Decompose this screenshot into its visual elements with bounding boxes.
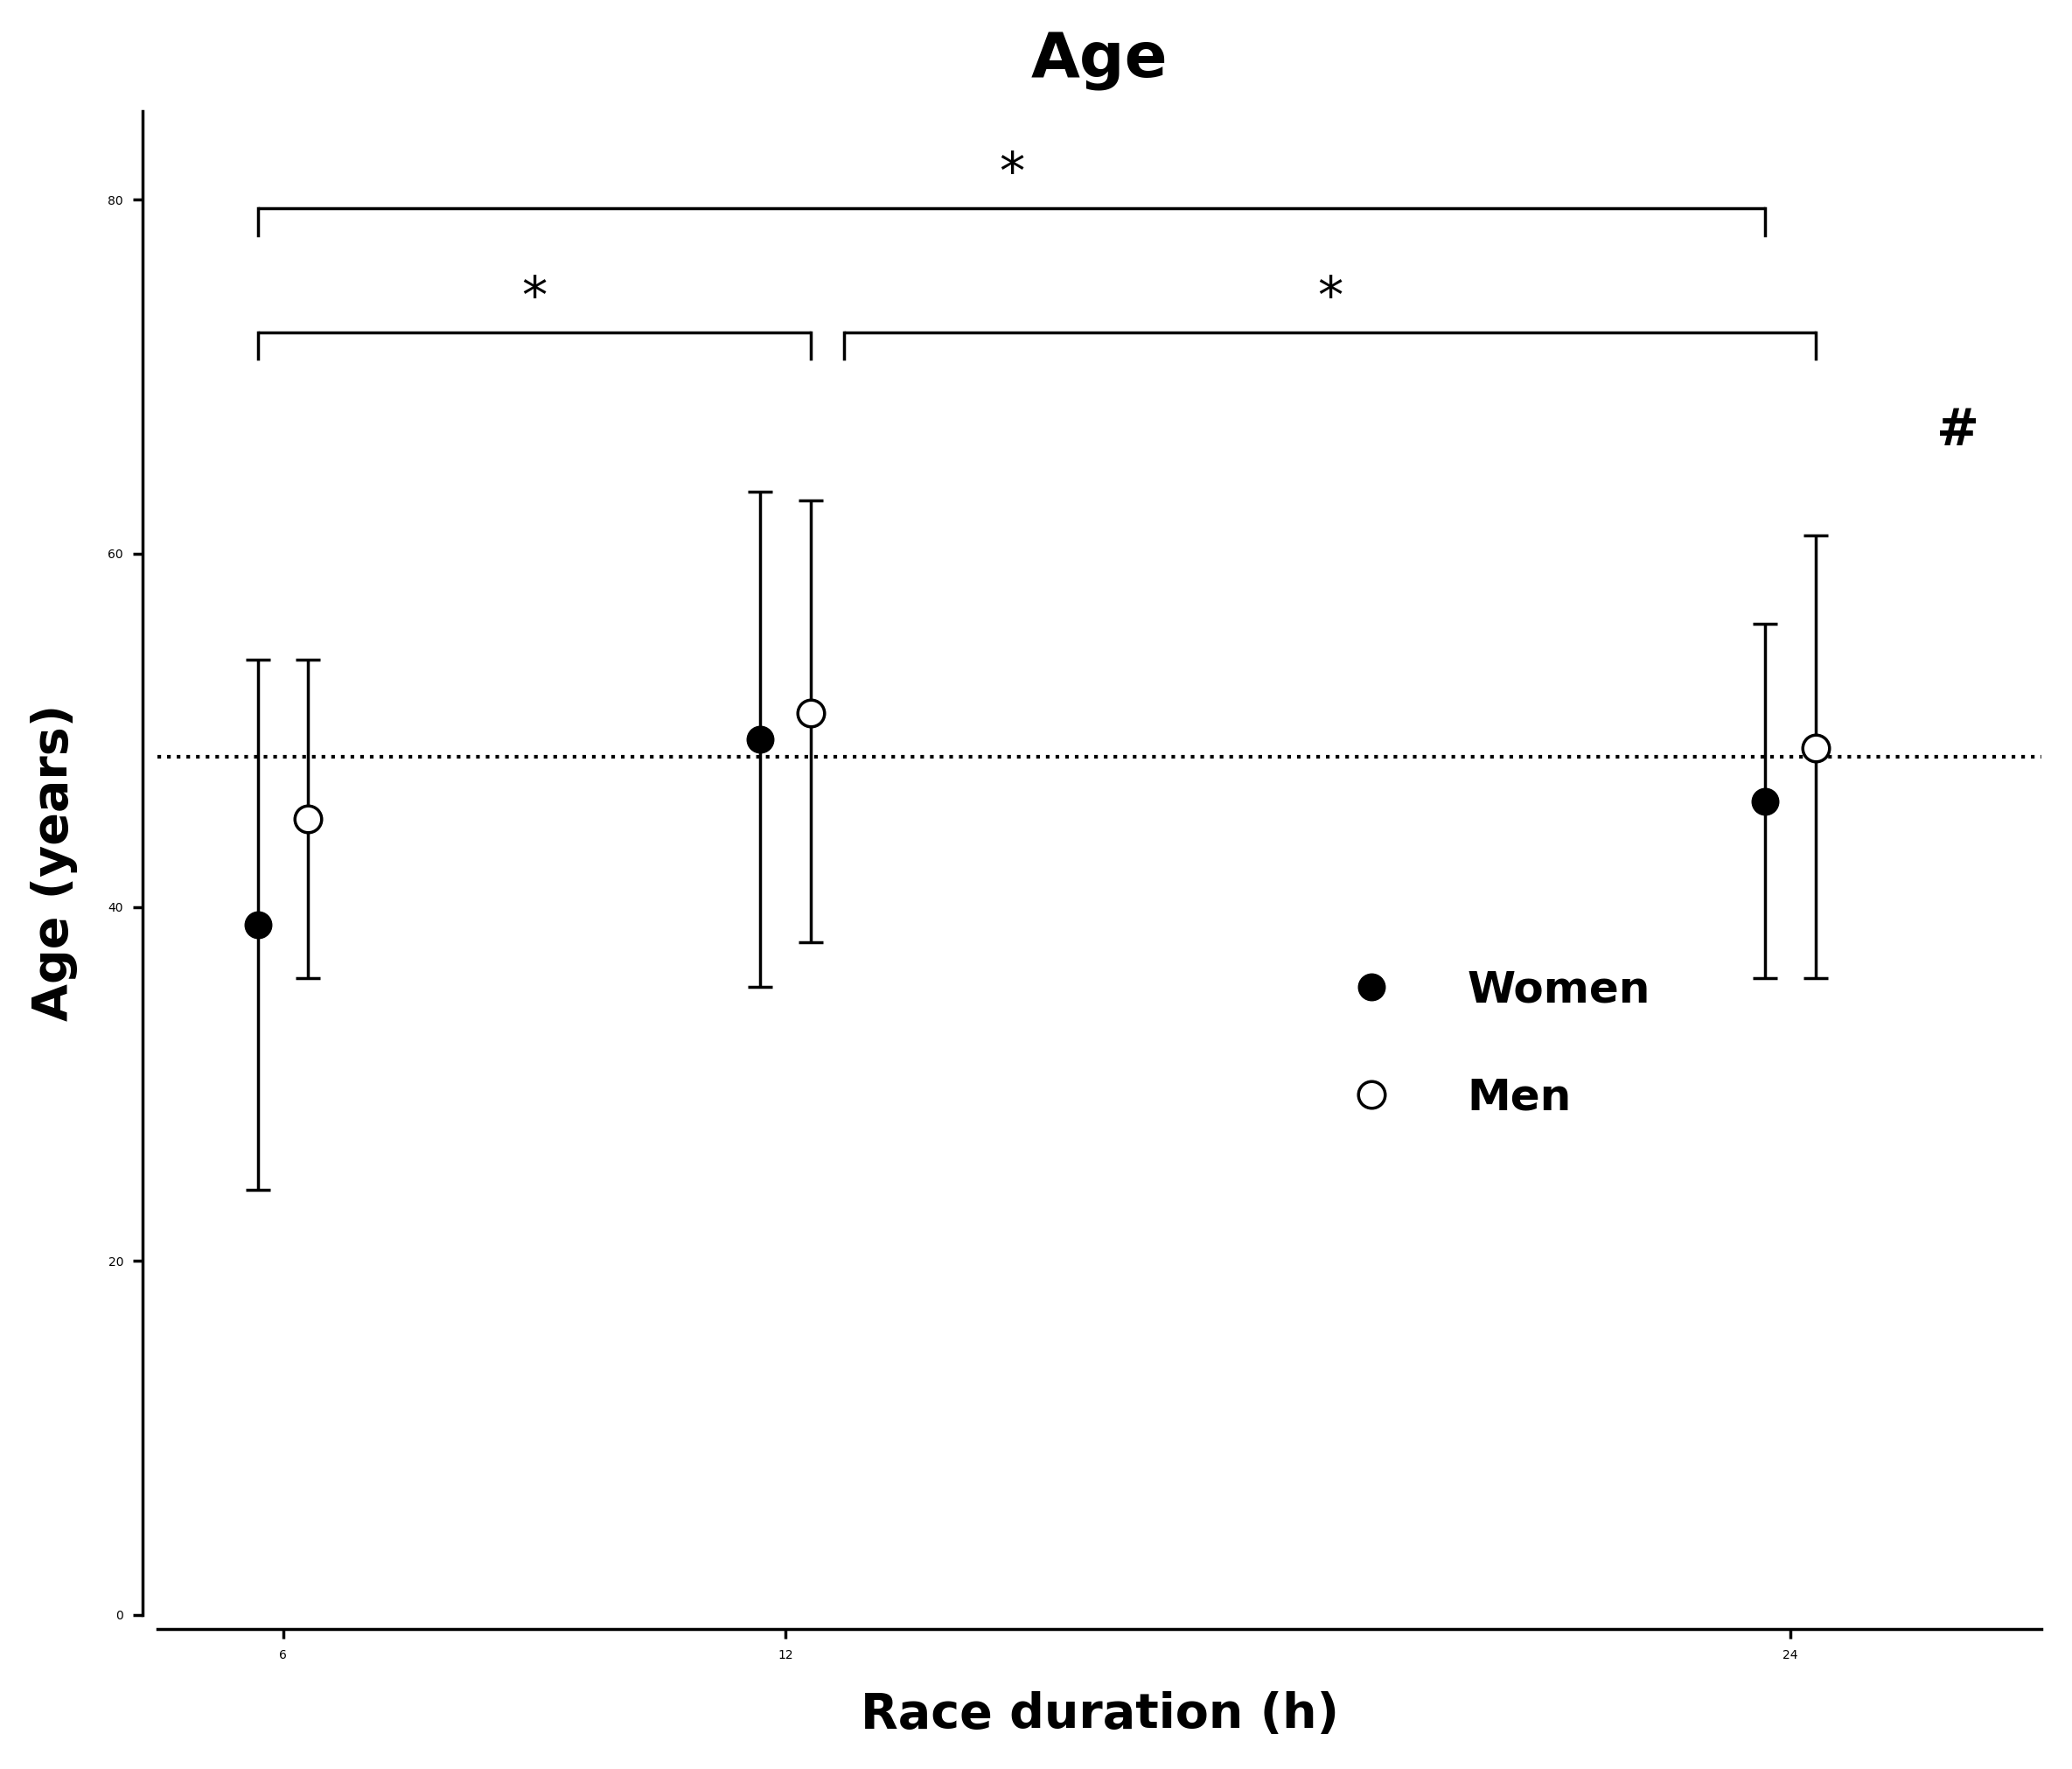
Text: *: * [999, 150, 1024, 200]
Text: #: # [1937, 407, 1979, 456]
X-axis label: Race duration (h): Race duration (h) [860, 1691, 1339, 1739]
Text: *: * [522, 274, 547, 324]
Legend: Women, Men: Women, Men [1310, 952, 1668, 1136]
Text: *: * [1318, 274, 1343, 324]
Y-axis label: Age (years): Age (years) [31, 704, 77, 1021]
Title: Age: Age [1032, 30, 1169, 90]
